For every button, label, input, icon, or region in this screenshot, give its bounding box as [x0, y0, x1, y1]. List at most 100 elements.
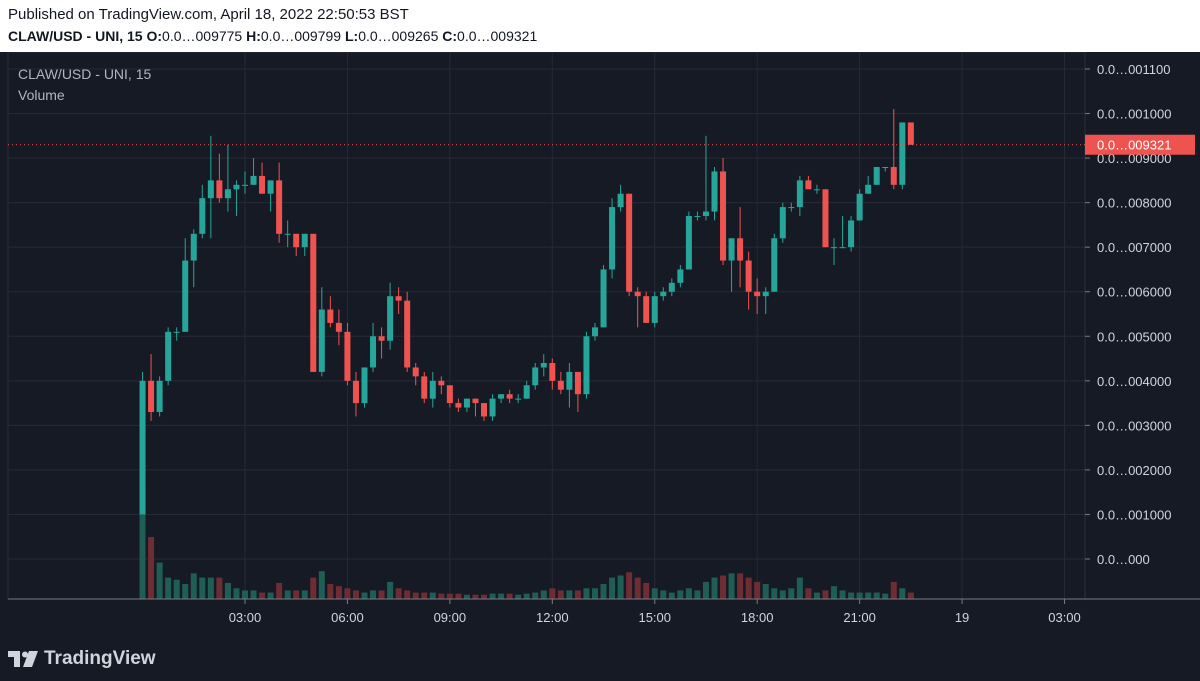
candle-body[interactable] — [754, 291, 761, 297]
candle-body[interactable] — [327, 309, 334, 323]
volume-bar — [463, 594, 470, 599]
candle-body[interactable] — [335, 322, 342, 332]
candle-body[interactable] — [352, 380, 359, 404]
candle-body[interactable] — [156, 380, 163, 412]
candle-body[interactable] — [404, 300, 411, 368]
candle-body[interactable] — [805, 180, 812, 190]
candle-body[interactable] — [165, 331, 172, 381]
candle-body[interactable] — [455, 403, 462, 408]
candle-body[interactable] — [890, 167, 897, 185]
candle-body[interactable] — [395, 296, 402, 301]
candle-body[interactable] — [651, 296, 658, 323]
candle-body[interactable] — [737, 238, 744, 261]
candle-body[interactable] — [540, 363, 547, 368]
candle-body[interactable] — [813, 189, 820, 191]
candle-body[interactable] — [378, 336, 385, 341]
candle-body[interactable] — [557, 380, 564, 390]
candle-body[interactable] — [506, 394, 513, 399]
candle-body[interactable] — [762, 291, 769, 297]
candle-body[interactable] — [241, 184, 248, 186]
candle-body[interactable] — [361, 367, 368, 404]
candle-body[interactable] — [609, 207, 616, 270]
candle-body[interactable] — [267, 180, 274, 194]
candle-body[interactable] — [472, 398, 479, 404]
candle-body[interactable] — [694, 216, 701, 217]
candle-body[interactable] — [199, 198, 206, 234]
candle-body[interactable] — [259, 175, 266, 194]
candle-body[interactable] — [515, 398, 522, 400]
candle-body[interactable] — [728, 238, 735, 261]
candle-body[interactable] — [848, 220, 855, 248]
candle-body[interactable] — [643, 296, 650, 323]
candle-body[interactable] — [856, 193, 863, 221]
candle-body[interactable] — [412, 367, 419, 377]
candle-body[interactable] — [173, 331, 180, 333]
candle-body[interactable] — [216, 180, 223, 199]
candle-body[interactable] — [626, 193, 633, 292]
candle-body[interactable] — [532, 367, 539, 386]
candle-body[interactable] — [387, 296, 394, 341]
candle-body[interactable] — [429, 380, 436, 399]
candle-body[interactable] — [139, 380, 146, 515]
candle-body[interactable] — [276, 180, 283, 234]
candle-body[interactable] — [250, 175, 257, 185]
candle-body[interactable] — [207, 180, 214, 199]
tradingview-logo[interactable]: TradingView — [8, 648, 156, 670]
candle-body[interactable] — [668, 282, 675, 292]
candle-body[interactable] — [796, 180, 803, 208]
candle-body[interactable] — [685, 216, 692, 270]
volume-bar — [241, 590, 248, 599]
legend-symbol[interactable]: CLAW/USD - UNI, 15 — [18, 66, 152, 82]
candle-body[interactable] — [702, 211, 709, 216]
candle-body[interactable] — [463, 398, 470, 408]
candle-body[interactable] — [233, 184, 240, 190]
candle-body[interactable] — [481, 403, 488, 417]
candle-body[interactable] — [421, 376, 428, 399]
volume-bar — [344, 588, 351, 599]
candle-body[interactable] — [498, 394, 505, 399]
candle-body[interactable] — [182, 260, 189, 332]
candle-body[interactable] — [779, 207, 786, 239]
candle-body[interactable] — [148, 380, 155, 412]
candle-body[interactable] — [771, 238, 778, 292]
candle-body[interactable] — [438, 380, 445, 386]
chart-area[interactable]: 0.0…001100 0.0…001000 0.0…009000 0.0…008000… — [0, 52, 1200, 681]
candle-body[interactable] — [344, 331, 351, 381]
candle-body[interactable] — [301, 233, 308, 248]
candle-body[interactable] — [370, 336, 377, 368]
candle-body[interactable] — [711, 171, 718, 212]
candle-body[interactable] — [549, 363, 556, 381]
candle-body[interactable] — [190, 233, 197, 261]
candle-body[interactable] — [293, 233, 300, 248]
candle-body[interactable] — [446, 385, 453, 404]
candle-body[interactable] — [591, 327, 598, 337]
candle-body[interactable] — [745, 260, 752, 292]
candle-body[interactable] — [574, 371, 581, 395]
candle-body[interactable] — [720, 171, 727, 261]
candle-body[interactable] — [839, 247, 846, 249]
candle-body[interactable] — [788, 207, 795, 209]
candle-body[interactable] — [677, 269, 684, 283]
candle-body[interactable] — [617, 193, 624, 208]
candle-body[interactable] — [566, 371, 573, 390]
candle-body[interactable] — [873, 167, 880, 185]
candle-body[interactable] — [899, 122, 906, 185]
candle-body[interactable] — [310, 233, 317, 372]
candle-body[interactable] — [523, 385, 530, 399]
candle-body[interactable] — [907, 122, 914, 145]
candle-body[interactable] — [831, 247, 838, 249]
legend-volume[interactable]: Volume — [18, 87, 65, 103]
candle-body[interactable] — [284, 233, 291, 235]
candle-body[interactable] — [583, 336, 590, 395]
candle-body[interactable] — [318, 309, 325, 372]
candle-body[interactable] — [660, 291, 667, 297]
candle-body[interactable] — [865, 184, 872, 194]
volume-bar — [805, 588, 812, 599]
candle-body[interactable] — [822, 189, 829, 248]
candlestick-chart[interactable]: 0.0…001100 0.0…001000 0.0…009000 0.0…008000… — [0, 52, 1200, 681]
candle-body[interactable] — [882, 167, 889, 168]
candle-body[interactable] — [489, 398, 496, 417]
candle-body[interactable] — [224, 189, 231, 199]
candle-body[interactable] — [600, 269, 607, 328]
candle-body[interactable] — [634, 291, 641, 297]
